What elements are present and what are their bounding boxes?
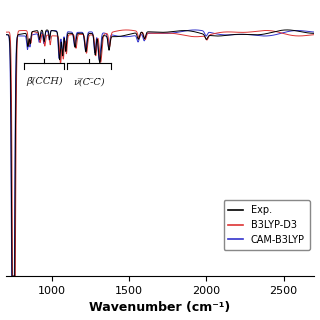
Legend: Exp., B3LYP-D3, CAM-B3LYP: Exp., B3LYP-D3, CAM-B3LYP — [223, 200, 309, 250]
X-axis label: Wavenumber (cm⁻¹): Wavenumber (cm⁻¹) — [89, 301, 231, 315]
Text: β(̅C̅C̅H̅): β(̅C̅C̅H̅) — [26, 77, 62, 86]
Text: ν(̅C̅-̅C̅): ν(̅C̅-̅C̅) — [73, 77, 105, 86]
